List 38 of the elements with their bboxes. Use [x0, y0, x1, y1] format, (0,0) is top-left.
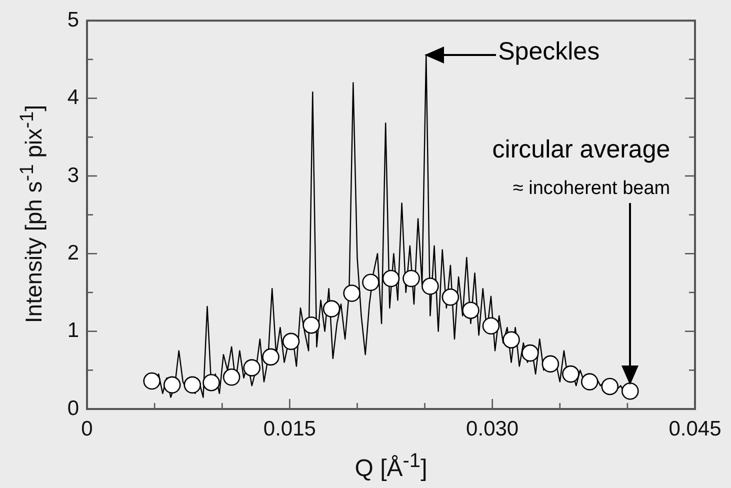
x-tick-label: 0.015 [263, 417, 316, 440]
point [502, 331, 520, 349]
point [522, 344, 539, 362]
point [462, 302, 480, 319]
point [302, 316, 320, 334]
point [184, 376, 202, 394]
point [362, 274, 380, 292]
annotation: Speckles [498, 38, 600, 66]
point [442, 288, 460, 306]
point [422, 278, 439, 295]
point [222, 368, 240, 386]
annotation: circular average [492, 135, 670, 164]
annotation: ≈ incoherent beam [512, 178, 670, 199]
point [243, 359, 260, 376]
point [262, 348, 280, 366]
x-tick-label: 0.045 [668, 417, 722, 440]
y-tick-label: 5 [67, 8, 79, 32]
point [562, 365, 580, 383]
y-tick-label: 3 [67, 164, 79, 187]
x-axis-title: Q [Å$^{-1}$] [354, 449, 428, 484]
y-tick-label: 2 [67, 241, 79, 264]
y-tick-label: 4 [67, 86, 80, 110]
point [322, 300, 340, 318]
y-tick-label: 0 [67, 396, 79, 420]
point [343, 284, 360, 302]
point [202, 374, 220, 392]
point [163, 376, 181, 394]
point [482, 317, 500, 335]
x-tick-label: 0.030 [466, 417, 519, 440]
point [402, 270, 420, 288]
point [143, 372, 161, 390]
point [282, 332, 300, 350]
point [621, 382, 639, 400]
point [580, 373, 598, 390]
point [382, 270, 400, 288]
point [601, 378, 619, 396]
y-tick-label: 1 [67, 319, 79, 342]
point [542, 355, 560, 373]
